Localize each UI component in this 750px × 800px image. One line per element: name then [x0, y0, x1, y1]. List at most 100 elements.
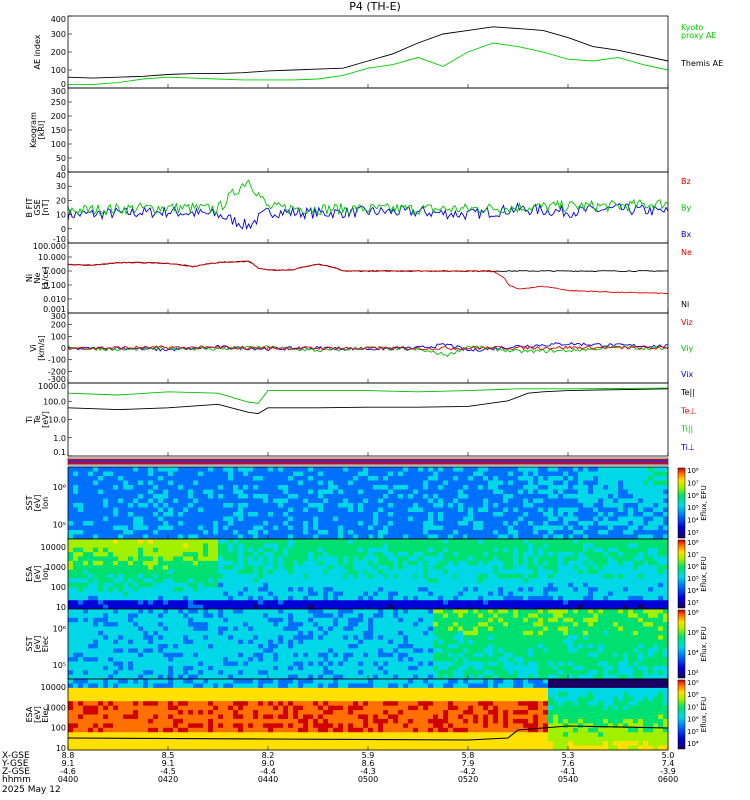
- spectrogram-cell: [463, 485, 469, 490]
- spectrogram-cell: [123, 670, 129, 676]
- spectrogram-cell: [553, 560, 559, 566]
- ytick-label: -10: [53, 235, 66, 244]
- spectrogram-cell: [288, 552, 294, 558]
- spectrogram-cell: [228, 630, 234, 636]
- spectrogram-cell: [338, 503, 344, 508]
- spectrogram-cell: [98, 587, 104, 593]
- spectrogram-cell: [443, 467, 449, 472]
- spectrogram-cell: [373, 543, 379, 549]
- spectrogram-cell: [143, 507, 149, 513]
- ytick-label: 10⁵: [53, 521, 66, 530]
- spectrogram-cell: [198, 587, 204, 593]
- spectrogram-cell: [308, 574, 314, 579]
- spectrogram-cell: [558, 574, 564, 579]
- spectrogram-cell: [143, 661, 149, 667]
- spectrogram-cell: [643, 556, 649, 562]
- spectrogram-cell: [163, 639, 169, 645]
- spectrogram-cell: [238, 467, 244, 472]
- spectrogram-cell: [658, 587, 664, 593]
- spectrogram-cell: [338, 574, 344, 579]
- spectrogram-cell: [228, 617, 234, 623]
- spectrogram-cell: [383, 507, 389, 513]
- spectrogram-cell: [163, 587, 169, 593]
- spectrogram-cell: [598, 476, 604, 481]
- spectrogram-cell: [483, 565, 489, 571]
- spectrogram-cell: [513, 543, 519, 549]
- spectrogram-cell: [443, 507, 449, 513]
- spectrogram-cell: [313, 639, 319, 645]
- spectrogram-cell: [328, 674, 334, 680]
- spectrogram-cell: [93, 539, 99, 544]
- spectrogram-cell: [118, 498, 124, 504]
- spectrogram-cell: [138, 556, 144, 562]
- spectrogram-cell: [388, 539, 394, 544]
- spectrogram-cell: [468, 471, 474, 477]
- spectrogram-cell: [258, 639, 264, 645]
- spectrogram-cell: [648, 543, 654, 549]
- spectrogram-cell: [603, 471, 609, 477]
- spectrogram-cell: [358, 494, 364, 499]
- spectrogram-cell: [423, 471, 429, 477]
- spectrogram-cell: [313, 552, 319, 558]
- spectrogram-cell: [183, 595, 189, 601]
- spectrogram-cell: [463, 569, 469, 575]
- spectrogram-cell: [438, 471, 444, 477]
- spectrogram-cell: [68, 609, 74, 614]
- spectrogram-cell: [78, 503, 84, 508]
- spectrogram-cell: [353, 626, 359, 632]
- spectrogram-cell: [358, 609, 364, 614]
- spectrogram-cell: [78, 630, 84, 636]
- spectrogram-cell: [303, 587, 309, 593]
- spectrogram-cell: [368, 480, 374, 486]
- spectrogram-cell: [323, 670, 329, 676]
- spectrogram-cell: [528, 587, 534, 593]
- spectrogram-cell: [288, 595, 294, 601]
- spectrogram-cell: [453, 539, 459, 544]
- spectrogram-cell: [213, 565, 219, 571]
- spectrogram-cell: [293, 516, 299, 522]
- spectrogram-cell: [198, 574, 204, 579]
- spectrogram-cell: [588, 582, 594, 588]
- spectrogram-cell: [663, 539, 669, 544]
- spectrogram-cell: [408, 565, 414, 571]
- spectrogram-cell: [458, 604, 464, 610]
- spectrogram-cell: [618, 480, 624, 486]
- spectrogram-cell: [233, 604, 239, 610]
- spectrogram-cell: [363, 587, 369, 593]
- spectrogram-cell: [308, 652, 314, 658]
- spectrogram-cell: [118, 552, 124, 558]
- spectrogram-cell: [153, 574, 159, 579]
- spectrogram-cell: [663, 591, 669, 597]
- spectrogram-cell: [168, 652, 174, 658]
- spectrogram-cell: [443, 552, 449, 558]
- spectrogram-cell: [448, 582, 454, 588]
- spectrogram-cell: [68, 652, 74, 658]
- spectrogram-cell: [178, 622, 184, 628]
- spectrogram-cell: [428, 574, 434, 579]
- spectrogram-cell: [213, 503, 219, 508]
- spectrogram-cell: [118, 547, 124, 553]
- spectrogram-cell: [73, 498, 79, 504]
- spectrogram-cell: [628, 578, 634, 584]
- spectrogram-cell: [408, 587, 414, 593]
- spectrogram-cell: [108, 674, 114, 680]
- spectrogram-cell: [103, 626, 109, 632]
- spectrogram-cell: [173, 471, 179, 477]
- spectrogram-cell: [208, 639, 214, 645]
- spectrogram-cell: [423, 476, 429, 481]
- spectrogram-cell: [308, 604, 314, 610]
- spectrogram-cell: [468, 582, 474, 588]
- spectrogram-cell: [303, 489, 309, 495]
- spectrogram-cell: [398, 467, 404, 472]
- spectrogram-cell: [118, 530, 124, 535]
- spectrogram-cell: [518, 565, 524, 571]
- spectrogram-cell: [353, 521, 359, 526]
- spectrogram-cell: [278, 665, 284, 671]
- spectrogram-cell: [263, 648, 269, 654]
- spectrogram-cell: [138, 494, 144, 499]
- spectrogram-cell: [663, 543, 669, 549]
- spectrogram-cell: [573, 539, 579, 544]
- spectrogram-cell: [198, 582, 204, 588]
- spectrogram-cell: [383, 521, 389, 526]
- spectrogram-cell: [488, 489, 494, 495]
